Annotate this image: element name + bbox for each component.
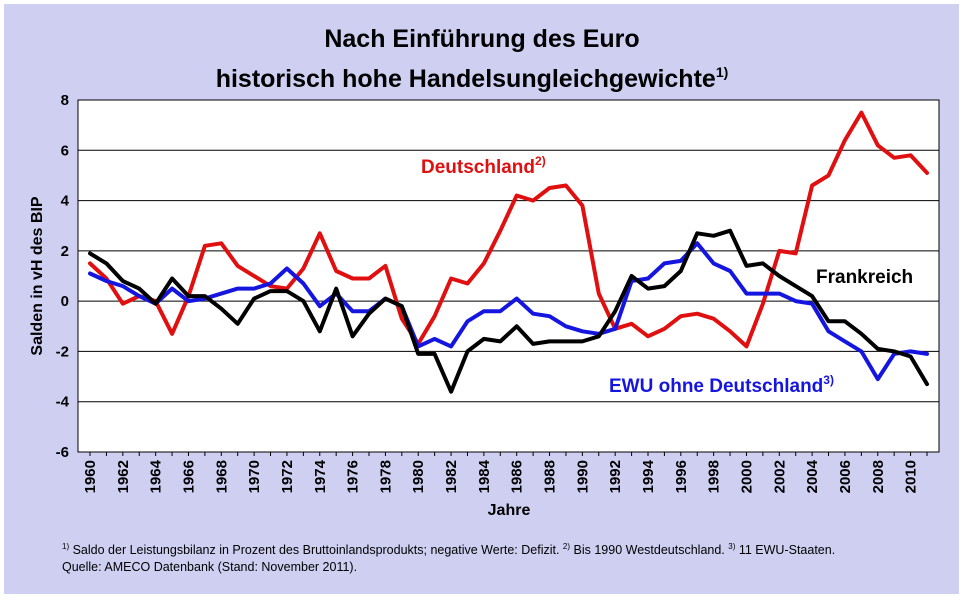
y-tick-label: -6 [56,444,69,461]
x-tick-label: 2010 [903,460,920,493]
x-tick-label: 1986 [509,460,526,493]
series-label-ewu: EWU ohne Deutschland3) [609,373,834,397]
y-tick-label: -2 [56,343,69,360]
y-tick-label: 4 [61,193,70,210]
x-tick-label: 1998 [706,460,723,493]
x-tick-label: 2008 [870,460,887,493]
x-tick-label: 1966 [180,460,197,493]
footnote-line-1: 1) Saldo der Leistungsbilanz in Prozent … [62,542,836,558]
x-tick-label: 1964 [148,459,165,493]
x-tick-label: 1962 [115,460,132,493]
series-line-ewu-ohne-deutschland [88,241,929,382]
y-tick-label: -4 [56,394,70,411]
series-label-deutschland: Deutschland2) [421,154,546,178]
x-tick-labels: 1960 1962 1964 1966 1968 1970 1972 1974 1976 1978… [82,452,928,493]
y-tick-label: 2 [61,243,69,260]
x-tick-label: 1972 [279,460,296,493]
x-tick-label: 2004 [804,459,821,493]
y-axis-label: Salden in vH des BIP [29,196,46,355]
x-tick-label: 1996 [673,460,690,493]
footnote-source: Quelle: AMECO Datenbank (Stand: November… [62,560,358,575]
y-tick-label: 6 [61,142,69,159]
x-tick-label: 1968 [213,460,230,493]
x-tick-label: 1978 [377,460,394,493]
gridlines [78,149,939,403]
x-tick-label: 2002 [771,460,788,493]
footnote: 1) Saldo der Leistungsbilanz in Prozent … [62,538,942,576]
series-label-frankreich: Frankreich [816,267,913,288]
y-tick-label: 8 [61,92,69,109]
series-lines [88,110,929,394]
x-axis-label: Jahre [488,502,531,519]
x-tick-label: 1984 [476,459,493,493]
title-footnote-marker: 1) [716,64,728,80]
x-tick-label: 1970 [246,460,263,493]
x-tick-label: 1960 [82,460,99,493]
x-tick-label: 1974 [312,459,329,493]
x-tick-label: 1994 [640,459,657,493]
x-tick-label: 1982 [443,460,460,493]
plot-area [77,99,940,453]
y-tick-labels: 8 6 4 2 0 -2 -4 -6 [56,92,70,461]
y-tick-label: 0 [61,293,69,310]
chart-svg: Nach Einführung des Euro historisch hohe… [29,25,940,519]
chart-frame: Nach Einführung des Euro historisch hohe… [4,4,959,594]
x-tick-label: 1992 [607,460,624,493]
chart-title-line1: Nach Einführung des Euro [324,25,639,53]
x-tick-label: 1976 [345,460,362,493]
x-tick-label: 1988 [542,460,559,493]
x-tick-label: 1980 [410,460,427,493]
series-line-deutschland [88,110,929,349]
x-tick-label: 1990 [574,460,591,493]
chart-title-line2: historisch hohe Handelsungleichgewichte1… [216,64,729,93]
x-tick-label: 2000 [738,460,755,493]
x-tick-label: 2006 [837,460,854,493]
series-line-frankreich [88,228,929,394]
